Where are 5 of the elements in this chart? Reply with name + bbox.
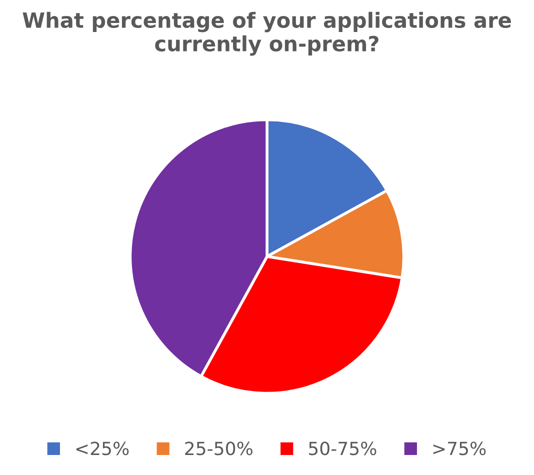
legend-label: <25% (76, 442, 129, 456)
legend-label: 25-50% (185, 442, 252, 456)
chart-title: What percentage of your applications are currently on-prem? (22, 12, 511, 56)
legend-label: 50-75% (309, 442, 376, 456)
legend-label: >75% (433, 442, 486, 456)
